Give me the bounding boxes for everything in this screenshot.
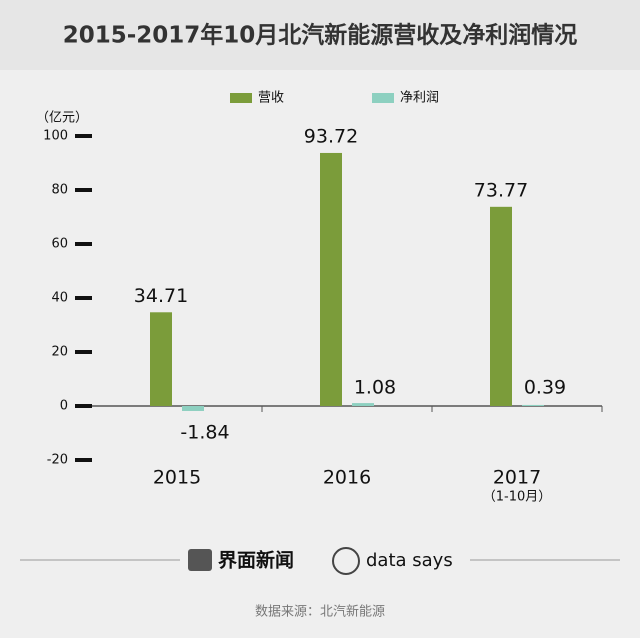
bar bbox=[182, 406, 204, 411]
value-label: 73.77 bbox=[474, 179, 528, 201]
x-tick-note: （1-10月） bbox=[483, 490, 552, 505]
brand2-icon bbox=[332, 547, 360, 575]
bar bbox=[352, 403, 374, 406]
x-tick-label: 2015 bbox=[153, 467, 201, 489]
y-tick-label: 80 bbox=[51, 183, 68, 198]
source: 数据来源：北汽新能源 bbox=[255, 604, 385, 620]
brand2: data says bbox=[366, 550, 453, 571]
y-tick-label: 60 bbox=[51, 237, 68, 252]
bar bbox=[320, 152, 342, 406]
bar bbox=[150, 312, 172, 406]
brand: 界面新闻 bbox=[218, 549, 294, 572]
legend-swatch bbox=[230, 93, 252, 103]
x-tick-label: 2016 bbox=[323, 467, 371, 489]
value-label: -1.84 bbox=[180, 421, 229, 443]
brand-icon bbox=[188, 549, 212, 571]
x-tick-label: 2017 bbox=[493, 467, 541, 489]
legend-swatch bbox=[372, 93, 394, 103]
title-band bbox=[0, 0, 640, 70]
value-label: 1.08 bbox=[354, 377, 396, 399]
bar bbox=[490, 206, 512, 406]
value-label: 0.39 bbox=[524, 377, 566, 399]
bar bbox=[522, 404, 544, 406]
y-tick-label: 20 bbox=[51, 345, 68, 360]
chart-title: 2015-2017年10月北汽新能源营收及净利润情况 bbox=[63, 22, 578, 49]
y-tick-label: 100 bbox=[43, 129, 68, 144]
legend-label: 营收 bbox=[258, 91, 284, 106]
value-label: 34.71 bbox=[134, 285, 188, 307]
y-tick-label: 40 bbox=[51, 291, 68, 306]
legend-label: 净利润 bbox=[400, 91, 439, 106]
y-tick-label: -20 bbox=[47, 453, 68, 468]
value-label: 93.72 bbox=[304, 125, 358, 147]
y-tick-label: 0 bbox=[60, 399, 68, 414]
y-axis-label: （亿元） bbox=[36, 111, 88, 126]
